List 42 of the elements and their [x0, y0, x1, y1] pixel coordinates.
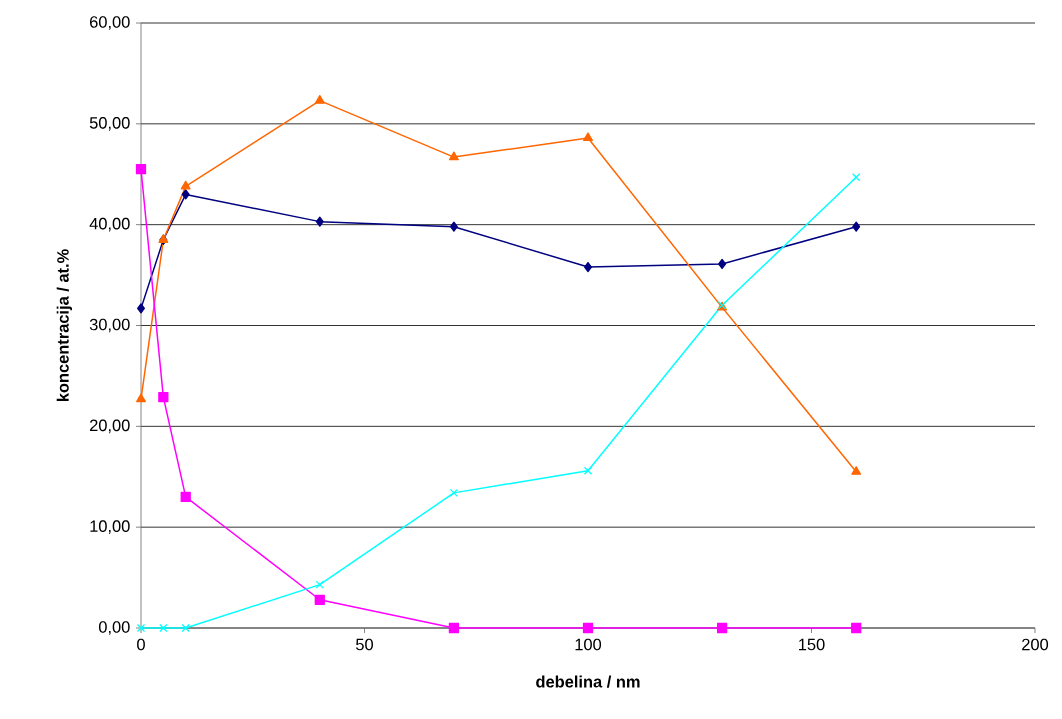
point	[852, 173, 861, 182]
point	[315, 216, 324, 227]
point	[718, 258, 727, 270]
x-tick-label: 0	[137, 638, 145, 651]
x-tick-label: 200	[1022, 638, 1049, 651]
point	[135, 164, 147, 175]
y-tick-label: 40,00	[89, 217, 130, 232]
point	[583, 261, 593, 273]
point	[852, 221, 861, 232]
point	[181, 623, 190, 633]
x-axis-title: debelina / nm	[536, 675, 640, 688]
point	[583, 132, 593, 142]
point	[448, 151, 459, 161]
point	[851, 622, 862, 634]
point	[583, 466, 593, 475]
point	[315, 580, 324, 589]
x-tick-label: 150	[799, 638, 825, 651]
point	[449, 488, 459, 498]
y-tick-label: 0,00	[98, 621, 130, 635]
y-tick-label: 30,00	[89, 318, 130, 333]
y-tick-label: 10,00	[90, 520, 130, 534]
point	[136, 303, 146, 314]
point	[159, 623, 168, 633]
y-tick-label: 20,00	[90, 419, 130, 434]
point	[136, 623, 146, 633]
x-tick-label: 50	[356, 638, 373, 651]
point	[180, 180, 191, 190]
point	[851, 466, 862, 475]
y-axis-title: koncentracija / at.%	[56, 249, 73, 402]
point	[180, 491, 191, 503]
point	[314, 95, 325, 104]
point	[314, 594, 325, 605]
x-tick-label: 100	[575, 638, 602, 651]
point	[158, 391, 169, 403]
point	[136, 393, 146, 403]
point	[181, 189, 190, 200]
point	[716, 622, 728, 634]
y-tick-label: 50,00	[89, 117, 130, 131]
point	[448, 622, 460, 634]
point	[582, 622, 594, 634]
point	[449, 221, 458, 232]
y-tick-label: 60,00	[90, 16, 130, 30]
